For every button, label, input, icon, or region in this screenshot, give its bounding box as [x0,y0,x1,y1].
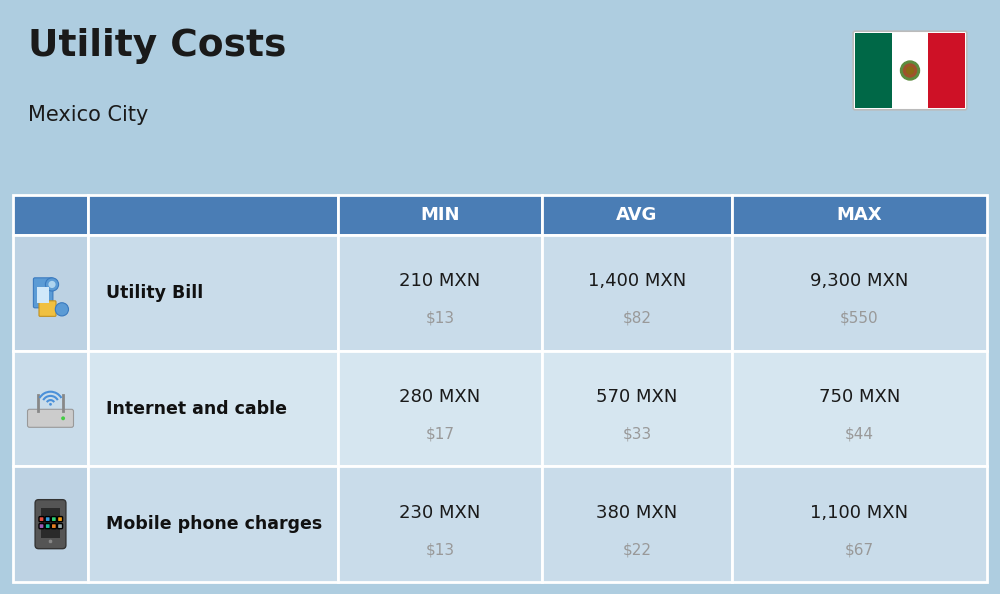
FancyBboxPatch shape [33,278,53,308]
FancyBboxPatch shape [45,523,50,529]
Text: $22: $22 [622,542,652,557]
Circle shape [901,61,920,80]
Bar [892,33,928,108]
Circle shape [904,64,917,77]
Text: $44: $44 [845,426,874,441]
Text: 280 MXN: 280 MXN [399,388,481,406]
Text: 9,300 MXN: 9,300 MXN [810,272,909,290]
Circle shape [61,416,65,421]
Bar [88,195,338,235]
Text: MIN: MIN [420,206,460,224]
Circle shape [48,281,56,288]
Bar [13,235,88,350]
Bar [88,466,338,582]
FancyBboxPatch shape [39,517,44,522]
Text: 380 MXN: 380 MXN [596,504,678,522]
Bar [13,195,88,235]
Circle shape [55,303,68,316]
Text: 1,100 MXN: 1,100 MXN [810,504,909,522]
Bar [37,287,49,303]
Circle shape [906,67,914,74]
Text: MAX: MAX [837,206,882,224]
FancyBboxPatch shape [51,517,56,522]
Text: $82: $82 [622,311,652,326]
Text: AVG: AVG [616,206,658,224]
Bar [732,235,987,350]
Bar [732,195,987,235]
Text: $13: $13 [425,542,455,557]
Bar [338,350,542,466]
Text: $550: $550 [840,311,879,326]
Text: Internet and cable: Internet and cable [106,400,287,418]
Circle shape [45,278,59,291]
Text: Utility Bill: Utility Bill [106,284,203,302]
Bar [338,235,542,350]
Bar [542,235,732,350]
Bar [338,466,542,582]
Bar [13,466,88,582]
FancyBboxPatch shape [45,517,50,522]
Bar [88,235,338,350]
Text: $17: $17 [426,426,455,441]
Text: $33: $33 [622,426,652,441]
Circle shape [49,403,52,406]
Text: $67: $67 [845,542,874,557]
Bar [88,350,338,466]
Bar [338,195,542,235]
Text: 210 MXN: 210 MXN [399,272,481,290]
Bar [41,508,60,538]
Text: Mobile phone charges: Mobile phone charges [106,515,322,533]
Text: 230 MXN: 230 MXN [399,504,481,522]
Text: 750 MXN: 750 MXN [819,388,900,406]
Text: 1,400 MXN: 1,400 MXN [588,272,686,290]
FancyBboxPatch shape [39,301,56,317]
FancyBboxPatch shape [51,523,56,529]
FancyBboxPatch shape [39,523,44,529]
FancyBboxPatch shape [27,409,74,427]
Circle shape [48,539,53,544]
FancyBboxPatch shape [57,517,63,522]
Bar [13,350,88,466]
Bar [542,350,732,466]
Text: Mexico City: Mexico City [28,105,148,125]
Text: 570 MXN: 570 MXN [596,388,678,406]
FancyBboxPatch shape [35,500,66,549]
Bar [542,195,732,235]
Bar [732,350,987,466]
Text: $13: $13 [425,311,455,326]
FancyBboxPatch shape [853,31,967,110]
Bar [732,466,987,582]
Text: Utility Costs: Utility Costs [28,28,286,64]
Bar [542,466,732,582]
Bar [928,33,965,108]
FancyBboxPatch shape [57,523,63,529]
Bar [855,33,892,108]
